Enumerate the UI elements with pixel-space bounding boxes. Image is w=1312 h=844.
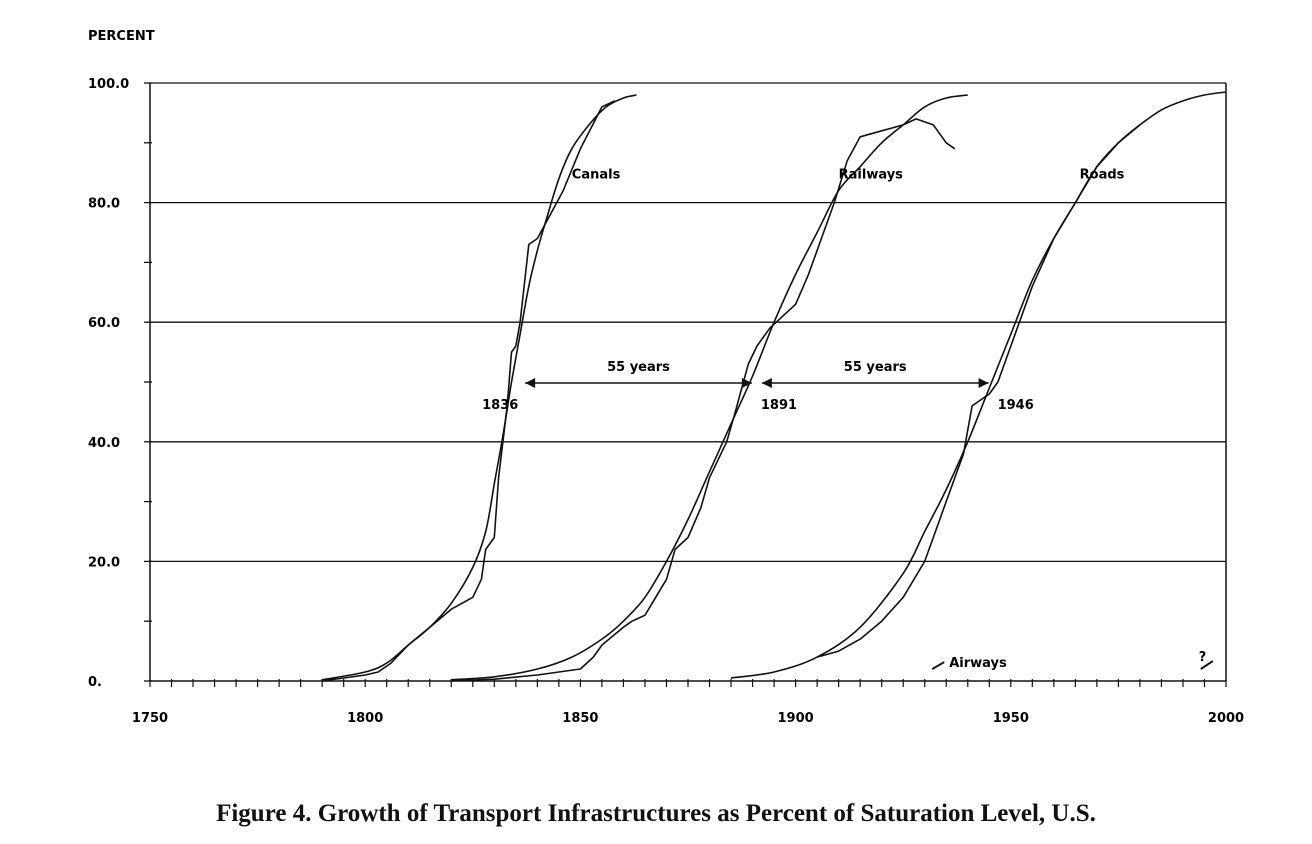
annotations: Canals Railways Roads 1836 1891 1946 55 years 5… (482, 168, 1214, 671)
year-label-1891: 1891 (761, 398, 797, 413)
canals-series-label: Canals (572, 168, 621, 183)
figure-caption: Figure 4. Growth of Transport Infrastruc… (216, 800, 1096, 827)
arrowhead-right (741, 378, 752, 388)
tick-labels: 0. 20.0 40.0 60.0 80.0 100.0 1750 1800 1850 1900 1… (88, 77, 1244, 726)
roads-fit-curve (730, 91, 1227, 679)
airways-label: Airways (949, 656, 1007, 671)
x-tick-label: 1800 (347, 711, 383, 726)
interval-label: 55 years (844, 360, 907, 375)
y-tick-label: 20.0 (88, 555, 120, 570)
roads-data-curve (816, 124, 1141, 658)
y-tick-label: 80.0 (88, 197, 120, 212)
y-tick-label: 0. (88, 675, 102, 690)
axes (149, 83, 1227, 682)
year-label-1836: 1836 (482, 398, 518, 413)
x-tick-label: 2000 (1208, 711, 1244, 726)
series-curves (322, 91, 1227, 682)
railways-data-curve (451, 118, 956, 682)
y-tick-label: 100.0 (88, 77, 129, 92)
railways-fit-curve (451, 94, 968, 681)
growth-chart: Canals Railways Roads 1836 1891 1946 55 years 5… (88, 29, 1244, 726)
arrowhead-left (761, 378, 772, 388)
gridlines (150, 82, 1226, 563)
question-mark-label: ? (1199, 650, 1207, 665)
x-tick-label: 1950 (993, 711, 1029, 726)
tick-marks (144, 82, 1227, 687)
x-tick-label: 1750 (132, 711, 168, 726)
year-label-1946: 1946 (998, 398, 1034, 413)
railways-series-label: Railways (839, 168, 904, 183)
canals-fit-curve (322, 94, 637, 681)
airways-curve (931, 661, 945, 670)
x-tick-label: 1850 (562, 711, 598, 726)
arrowhead-right (978, 378, 989, 388)
canals-data-curve (322, 100, 616, 682)
interval-label: 55 years (607, 360, 670, 375)
y-tick-label: 60.0 (88, 316, 120, 331)
y-axis-label: PERCENT (88, 29, 155, 44)
x-tick-label: 1900 (778, 711, 814, 726)
arrowhead-left (525, 378, 536, 388)
future-arrow-line (1200, 660, 1214, 670)
roads-series-label: Roads (1080, 168, 1125, 183)
y-tick-label: 40.0 (88, 436, 120, 451)
